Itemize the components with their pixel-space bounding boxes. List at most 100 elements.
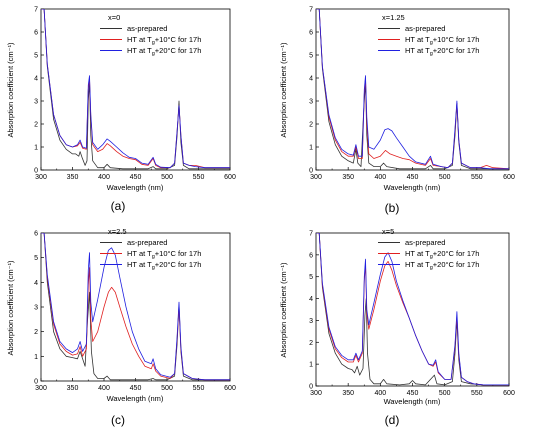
x-tick-label: 600 [224, 174, 236, 181]
series-line-2 [41, 9, 230, 169]
x-tick-label: 500 [439, 390, 451, 397]
legend-label: HT at Tg+10°C for 17h [405, 35, 479, 46]
chart-panel-2: 300 350 400 450 500 550 600 0 1 2 3 4 5 6 Wavelength (… [6, 227, 236, 427]
x-tick-label: 300 [35, 174, 47, 181]
y-tick-label: 0 [309, 384, 313, 391]
series-line-0 [316, 233, 509, 386]
y-tick-label: 4 [309, 76, 313, 83]
x-tick-label: 400 [98, 174, 110, 181]
x-tick-label: 450 [130, 174, 142, 181]
x-tick-label: 550 [193, 174, 205, 181]
y-tick-label: 6 [34, 231, 38, 238]
x-axis-label: Wavelength (nm) [107, 183, 164, 192]
x-tick-label: 550 [471, 390, 483, 397]
x-tick-label: 400 [374, 390, 386, 397]
legend-label: as-prepared [405, 24, 445, 33]
y-tick-label: 2 [34, 329, 38, 336]
plot-frame [315, 8, 510, 171]
legend-label: HT at Tg+20°C for 17h [405, 249, 479, 260]
series-line-2 [316, 9, 509, 170]
y-tick-label: 7 [34, 7, 38, 14]
series-line-2 [41, 233, 230, 381]
x-tick-label: 550 [471, 174, 483, 181]
x-tick-label: 300 [310, 390, 322, 397]
x-tick-label: 550 [193, 385, 205, 392]
series-line-2 [316, 233, 509, 386]
y-axis-label: Absorption coefficient (cm⁻¹) [6, 260, 15, 356]
y-tick-label: 4 [309, 296, 313, 303]
y-tick-label: 7 [309, 231, 313, 238]
y-axis-label: Absorption coefficient (cm⁻¹) [279, 42, 288, 138]
y-tick-label: 1 [34, 354, 38, 361]
x-tick-label: 500 [161, 385, 173, 392]
series-group [41, 9, 230, 170]
x-tick-label: 350 [342, 174, 354, 181]
y-tick-label: 3 [309, 99, 313, 106]
y-tick-label: 3 [34, 305, 38, 312]
y-tick-label: 4 [34, 76, 38, 83]
x-tick-label: 500 [439, 174, 451, 181]
x-tick-label: 500 [161, 174, 173, 181]
chart-panel-3: 300 350 400 450 500 550 600 0 1 2 3 4 5 6 7 Wavelength … [279, 227, 515, 427]
y-tick-label: 7 [309, 7, 313, 14]
legend-label: HT at Tg+20°C for 17h [405, 46, 479, 57]
x-tick-label: 450 [407, 390, 419, 397]
legend-label: HT at Tg+20°C for 17h [127, 260, 201, 271]
y-tick-label: 5 [309, 274, 313, 281]
y-tick-label: 4 [34, 280, 38, 287]
y-tick-label: 1 [34, 145, 38, 152]
chart-panel-0: 300 350 400 450 500 550 600 0 1 2 3 4 5 6 7 Wavelength … [6, 7, 236, 214]
chart-panel-1: 300 350 400 450 500 550 600 0 1 2 3 4 5 6 7 Wavelength … [279, 7, 515, 216]
y-tick-label: 0 [34, 379, 38, 386]
y-axis-label: Absorption coefficient (cm⁻¹) [279, 262, 288, 358]
panel-annotation: x=0 [108, 13, 120, 22]
legend-label: as-prepared [405, 238, 445, 247]
x-tick-label: 350 [67, 174, 79, 181]
panel-annotation: x=2.5 [108, 227, 127, 236]
x-tick-label: 600 [224, 385, 236, 392]
series-group [316, 233, 509, 386]
legend-label: HT at Tg+20°C for 17h [405, 260, 479, 271]
panel-label: (a) [111, 199, 126, 213]
x-axis-label: Wavelength (nm) [384, 397, 441, 406]
y-tick-label: 2 [309, 122, 313, 129]
series-group [316, 9, 509, 170]
x-tick-label: 400 [374, 174, 386, 181]
x-tick-label: 350 [342, 390, 354, 397]
x-tick-label: 600 [503, 390, 515, 397]
y-tick-label: 3 [309, 318, 313, 325]
x-axis-label: Wavelength (nm) [384, 183, 441, 192]
panel-annotation: x=5 [382, 227, 394, 236]
y-axis-label: Absorption coefficient (cm⁻¹) [6, 42, 15, 138]
y-tick-label: 3 [34, 99, 38, 106]
x-tick-label: 300 [35, 385, 47, 392]
panel-annotation: x=1.25 [382, 13, 405, 22]
y-tick-label: 1 [309, 145, 313, 152]
y-tick-label: 5 [34, 53, 38, 60]
legend-label: as-prepared [127, 24, 167, 33]
x-tick-label: 450 [407, 174, 419, 181]
x-tick-label: 450 [130, 385, 142, 392]
y-tick-label: 2 [34, 122, 38, 129]
y-tick-label: 0 [309, 168, 313, 175]
y-tick-label: 1 [309, 362, 313, 369]
panel-label: (b) [385, 201, 400, 215]
y-tick-label: 5 [34, 255, 38, 262]
y-tick-label: 6 [309, 252, 313, 259]
y-tick-label: 2 [309, 340, 313, 347]
series-group [41, 233, 230, 381]
y-tick-label: 6 [34, 30, 38, 37]
x-tick-label: 350 [67, 385, 79, 392]
legend-label: HT at Tg+10°C for 17h [127, 249, 201, 260]
x-tick-label: 300 [310, 174, 322, 181]
y-tick-label: 0 [34, 168, 38, 175]
y-tick-label: 5 [309, 53, 313, 60]
legend-label: as-prepared [127, 238, 167, 247]
panel-label: (d) [385, 413, 400, 427]
panel-label: (c) [111, 413, 125, 427]
x-tick-label: 600 [503, 174, 515, 181]
x-axis-label: Wavelength (nm) [107, 394, 164, 403]
legend-label: HT at Tg+10°C for 17h [127, 35, 201, 46]
y-tick-label: 6 [309, 30, 313, 37]
x-tick-label: 400 [98, 385, 110, 392]
